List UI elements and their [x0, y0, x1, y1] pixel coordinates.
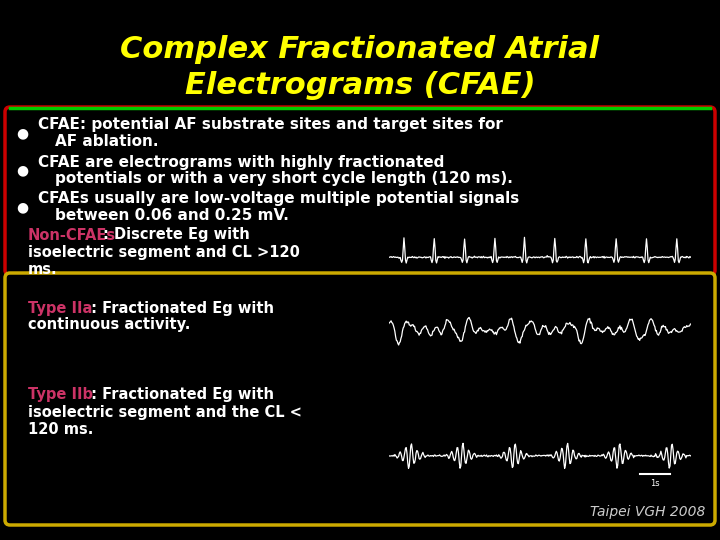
Text: Type IIa: Type IIa [28, 300, 92, 315]
Text: ms.: ms. [28, 261, 58, 276]
Text: CFAEs usually are low-voltage multiple potential signals: CFAEs usually are low-voltage multiple p… [38, 192, 519, 206]
FancyBboxPatch shape [5, 273, 715, 525]
Text: ●: ● [16, 200, 28, 214]
Text: CFAE are electrograms with highly fractionated: CFAE are electrograms with highly fracti… [38, 154, 444, 170]
Text: AF ablation.: AF ablation. [55, 133, 158, 148]
Text: ●: ● [16, 163, 28, 177]
Text: : Fractionated Eg with: : Fractionated Eg with [86, 388, 274, 402]
Text: Complex Fractionated Atrial: Complex Fractionated Atrial [120, 36, 600, 64]
FancyBboxPatch shape [5, 107, 715, 275]
Text: Taipei VGH 2008: Taipei VGH 2008 [590, 505, 705, 519]
Text: between 0.06 and 0.25 mV.: between 0.06 and 0.25 mV. [55, 207, 289, 222]
Text: : Fractionated Eg with: : Fractionated Eg with [86, 300, 274, 315]
Text: Non-CFAEs: Non-CFAEs [28, 227, 116, 242]
Text: ●: ● [16, 126, 28, 140]
Text: CFAE: potential AF substrate sites and target sites for: CFAE: potential AF substrate sites and t… [38, 118, 503, 132]
Text: isoelectric segment and CL >120: isoelectric segment and CL >120 [28, 245, 300, 260]
Text: continuous activity.: continuous activity. [28, 318, 190, 333]
Text: Type IIb: Type IIb [28, 388, 93, 402]
Text: : Discrete Eg with: : Discrete Eg with [103, 227, 250, 242]
Text: isoelectric segment and the CL <: isoelectric segment and the CL < [28, 404, 302, 420]
Text: Electrograms (CFAE): Electrograms (CFAE) [185, 71, 535, 99]
Text: 1s: 1s [650, 479, 660, 488]
Text: potentials or with a very short cycle length (120 ms).: potentials or with a very short cycle le… [55, 171, 513, 186]
Text: 120 ms.: 120 ms. [28, 422, 94, 436]
